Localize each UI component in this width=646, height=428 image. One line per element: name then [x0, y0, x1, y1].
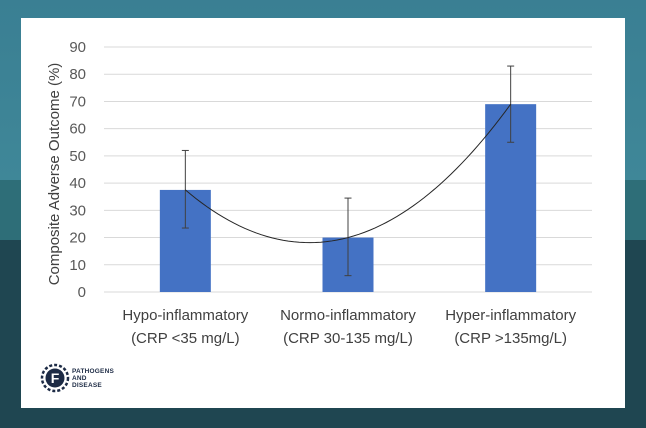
logo-emblem-icon: F: [40, 363, 70, 393]
logo-text: PATHOGENS AND DISEASE: [72, 368, 118, 389]
category-labels: Hypo-inflammatory (CRP <35 mg/L) Normo-inf…: [122, 307, 576, 347]
y-tick-label: 0: [78, 284, 86, 301]
y-tick-label: 90: [69, 39, 86, 56]
y-tick-labels: 0 10 20 30 40 50 60 70 80 90: [69, 39, 86, 301]
logo-letter: F: [51, 370, 60, 386]
journal-logo: F PATHOGENS AND DISEASE: [38, 362, 118, 394]
y-tick-label: 30: [69, 202, 86, 219]
y-tick-label: 40: [69, 175, 86, 192]
category-label: (CRP <35 mg/L): [131, 330, 240, 347]
category-label: (CRP >135mg/L): [454, 330, 567, 347]
category-label: Hyper-inflammatory: [445, 307, 576, 324]
category-label: Hypo-inflammatory: [122, 307, 248, 324]
trendline: [185, 103, 512, 244]
error-bars: [181, 65, 515, 277]
y-tick-label: 80: [69, 66, 86, 83]
category-label: Normo-inflammatory: [280, 307, 416, 324]
error-bar: [181, 149, 189, 229]
y-tick-label: 10: [69, 257, 86, 274]
y-tick-label: 70: [69, 93, 86, 110]
logo-text-line1: PATHOGENS: [72, 368, 115, 375]
category-label: (CRP 30-135 mg/L): [283, 330, 413, 347]
error-bar: [507, 65, 515, 143]
y-tick-label: 60: [69, 121, 86, 138]
y-tick-label: 20: [69, 230, 86, 247]
trendline-curve: [185, 103, 512, 244]
logo-text-line2: AND DISEASE: [72, 375, 102, 389]
y-tick-label: 50: [69, 148, 86, 165]
error-bar: [344, 197, 352, 277]
y-axis-label: Composite Adverse Outcome (%): [46, 63, 63, 286]
